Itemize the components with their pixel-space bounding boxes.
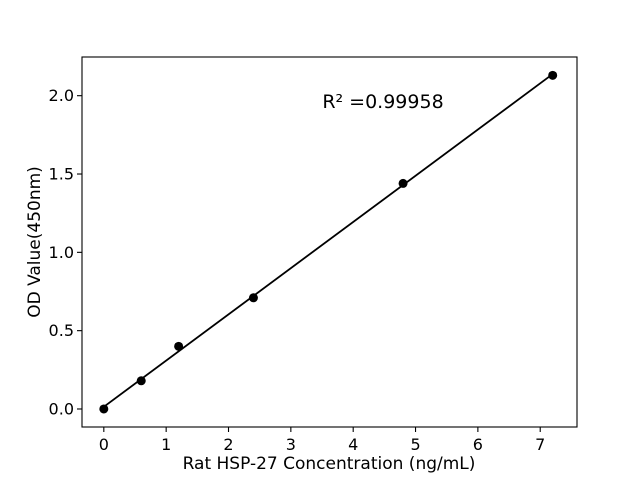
- x-tick-label: 1: [161, 435, 171, 454]
- data-point: [548, 70, 558, 80]
- r-squared-annotation: R² =0.99958: [322, 91, 443, 113]
- x-axis-ticks: 0 1 2 3 4 5 6 7: [99, 427, 545, 454]
- x-tick-label: 0: [99, 435, 109, 454]
- x-axis-label: Rat HSP-27 Concentration (ng/mL): [183, 454, 476, 474]
- y-axis-label: OD Value(450nm): [25, 166, 45, 318]
- data-point: [136, 376, 146, 386]
- y-tick-label: 1.0: [49, 243, 74, 262]
- data-point: [99, 404, 109, 414]
- x-tick-label: 6: [473, 435, 483, 454]
- fit-line: [103, 73, 554, 408]
- plot-frame: [81, 56, 578, 428]
- data-point: [248, 293, 258, 303]
- data-points: [99, 70, 558, 414]
- y-axis-ticks: 0.0 0.5 1.0 1.5 2.0: [49, 86, 82, 418]
- x-tick-label: 2: [223, 435, 233, 454]
- x-tick-label: 5: [410, 435, 420, 454]
- y-tick-label: 2.0: [49, 86, 74, 105]
- fit-line-segment: [103, 73, 554, 408]
- y-tick-label: 0.0: [49, 399, 74, 418]
- y-tick-label: 0.5: [49, 321, 74, 340]
- y-tick-label: 1.5: [49, 165, 74, 184]
- data-point: [174, 341, 184, 351]
- data-point: [398, 178, 408, 188]
- x-tick-label: 7: [535, 435, 545, 454]
- x-tick-label: 3: [286, 435, 296, 454]
- x-tick-label: 4: [348, 435, 358, 454]
